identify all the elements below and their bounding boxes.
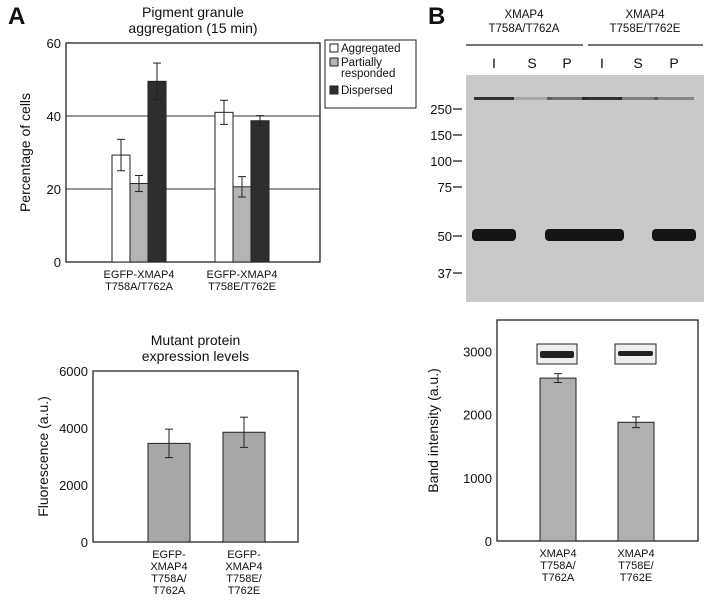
y-axis-label: Band intensity (a.u.): [425, 368, 441, 493]
gel-band-high: [582, 97, 622, 100]
y-tick-label: 20: [47, 182, 61, 197]
legend-swatch: [329, 57, 339, 67]
bar: [129, 183, 149, 263]
gel-band-high: [547, 97, 587, 100]
x-tick-label: T762A: [542, 572, 575, 584]
y-tick-label: 1000: [463, 471, 492, 486]
gel-image: [466, 75, 704, 302]
y-tick-label: 2000: [463, 408, 492, 423]
bar: [232, 186, 252, 263]
gel-band-high: [474, 97, 514, 100]
x-tick-label: T762E: [620, 572, 652, 584]
bar: [250, 120, 270, 263]
bar: [147, 80, 167, 263]
x-tick-label: EGFP-: [152, 549, 186, 561]
legend-label: responded: [341, 68, 395, 80]
legend-label: Aggregated: [341, 43, 400, 55]
gel-group-label: T758E/T762E: [610, 23, 681, 35]
plot-frame: [496, 319, 699, 542]
x-tick-label: T762E: [228, 585, 260, 597]
panel-label-b: B: [428, 3, 445, 30]
legend-swatch: [329, 43, 339, 53]
chart-title: expression levels: [142, 348, 249, 364]
plot-frame: [65, 42, 321, 263]
legend-frame: [324, 39, 417, 109]
marker-label: 100: [430, 154, 452, 169]
y-tick-label: 4000: [59, 421, 88, 436]
y-tick-label: 2000: [59, 478, 88, 493]
y-axis-label: Fluorescence (a.u.): [35, 396, 51, 517]
bar: [222, 431, 266, 543]
gel-band-high: [618, 97, 658, 100]
x-tick-label: T758E/: [618, 560, 654, 572]
y-tick-label: 0: [81, 535, 88, 550]
bar: [147, 442, 191, 543]
y-tick-label: 6000: [59, 364, 88, 379]
y-tick-label: 40: [47, 109, 61, 124]
legend-swatch: [329, 85, 339, 95]
blot-band: [618, 351, 653, 356]
gel-band-50: [472, 229, 516, 241]
panel-label-a: A: [8, 3, 25, 30]
legend-label: Dispersed: [341, 85, 393, 97]
lane-label: P: [669, 55, 678, 71]
x-tick-label: T758A/: [540, 560, 576, 572]
marker-label: 50: [438, 229, 452, 244]
marker-label: 150: [430, 128, 452, 143]
x-tick-label: T762A: [153, 585, 186, 597]
chart-title: aggregation (15 min): [128, 20, 257, 36]
gel-group-label: XMAP4: [505, 9, 545, 21]
y-axis-label: Percentage of cells: [17, 93, 33, 212]
gel-band-50: [545, 229, 589, 241]
y-tick-label: 0: [485, 534, 492, 549]
x-tick-label: XMAP4: [617, 548, 654, 560]
x-tick-label: XMAP4: [225, 561, 262, 573]
x-tick-label: XMAP4: [539, 548, 576, 560]
lane-label: S: [633, 55, 642, 71]
marker-label: 75: [438, 180, 452, 195]
x-tick-label: EGFP-XMAP4: [104, 269, 175, 281]
lane-label: P: [562, 55, 571, 71]
lane-label: I: [492, 55, 496, 71]
x-tick-label: T758A/: [151, 573, 187, 585]
y-tick-label: 60: [47, 36, 61, 51]
marker-label: 37: [438, 266, 452, 281]
x-tick-label: EGFP-: [227, 549, 261, 561]
marker-label: 250: [430, 102, 452, 117]
bar: [214, 111, 234, 263]
x-tick-label: EGFP-XMAP4: [207, 269, 278, 281]
blot-band: [540, 351, 574, 358]
y-tick-label: 0: [54, 255, 61, 270]
lane-label: I: [600, 55, 604, 71]
chart-title: Pigment granule: [142, 4, 244, 20]
gel-band-high: [654, 97, 694, 100]
bar: [617, 421, 655, 542]
gel-group-label: XMAP4: [626, 9, 666, 21]
chart-title: Mutant protein: [151, 332, 241, 348]
plot-frame: [92, 370, 299, 543]
bar: [539, 377, 577, 542]
y-tick-label: 3000: [463, 345, 492, 360]
x-tick-label: T758A/T762A: [105, 281, 174, 293]
x-tick-label: XMAP4: [150, 561, 187, 573]
x-tick-label: T758E/: [226, 573, 262, 585]
gel-band-50: [652, 229, 696, 241]
x-tick-label: T758E/T762E: [208, 281, 276, 293]
gel-band-high: [512, 97, 552, 100]
gel-group-label: T758A/T762A: [489, 23, 560, 35]
legend-label: Partially: [341, 57, 382, 69]
lane-label: S: [527, 55, 536, 71]
gel-band-50: [580, 229, 624, 241]
